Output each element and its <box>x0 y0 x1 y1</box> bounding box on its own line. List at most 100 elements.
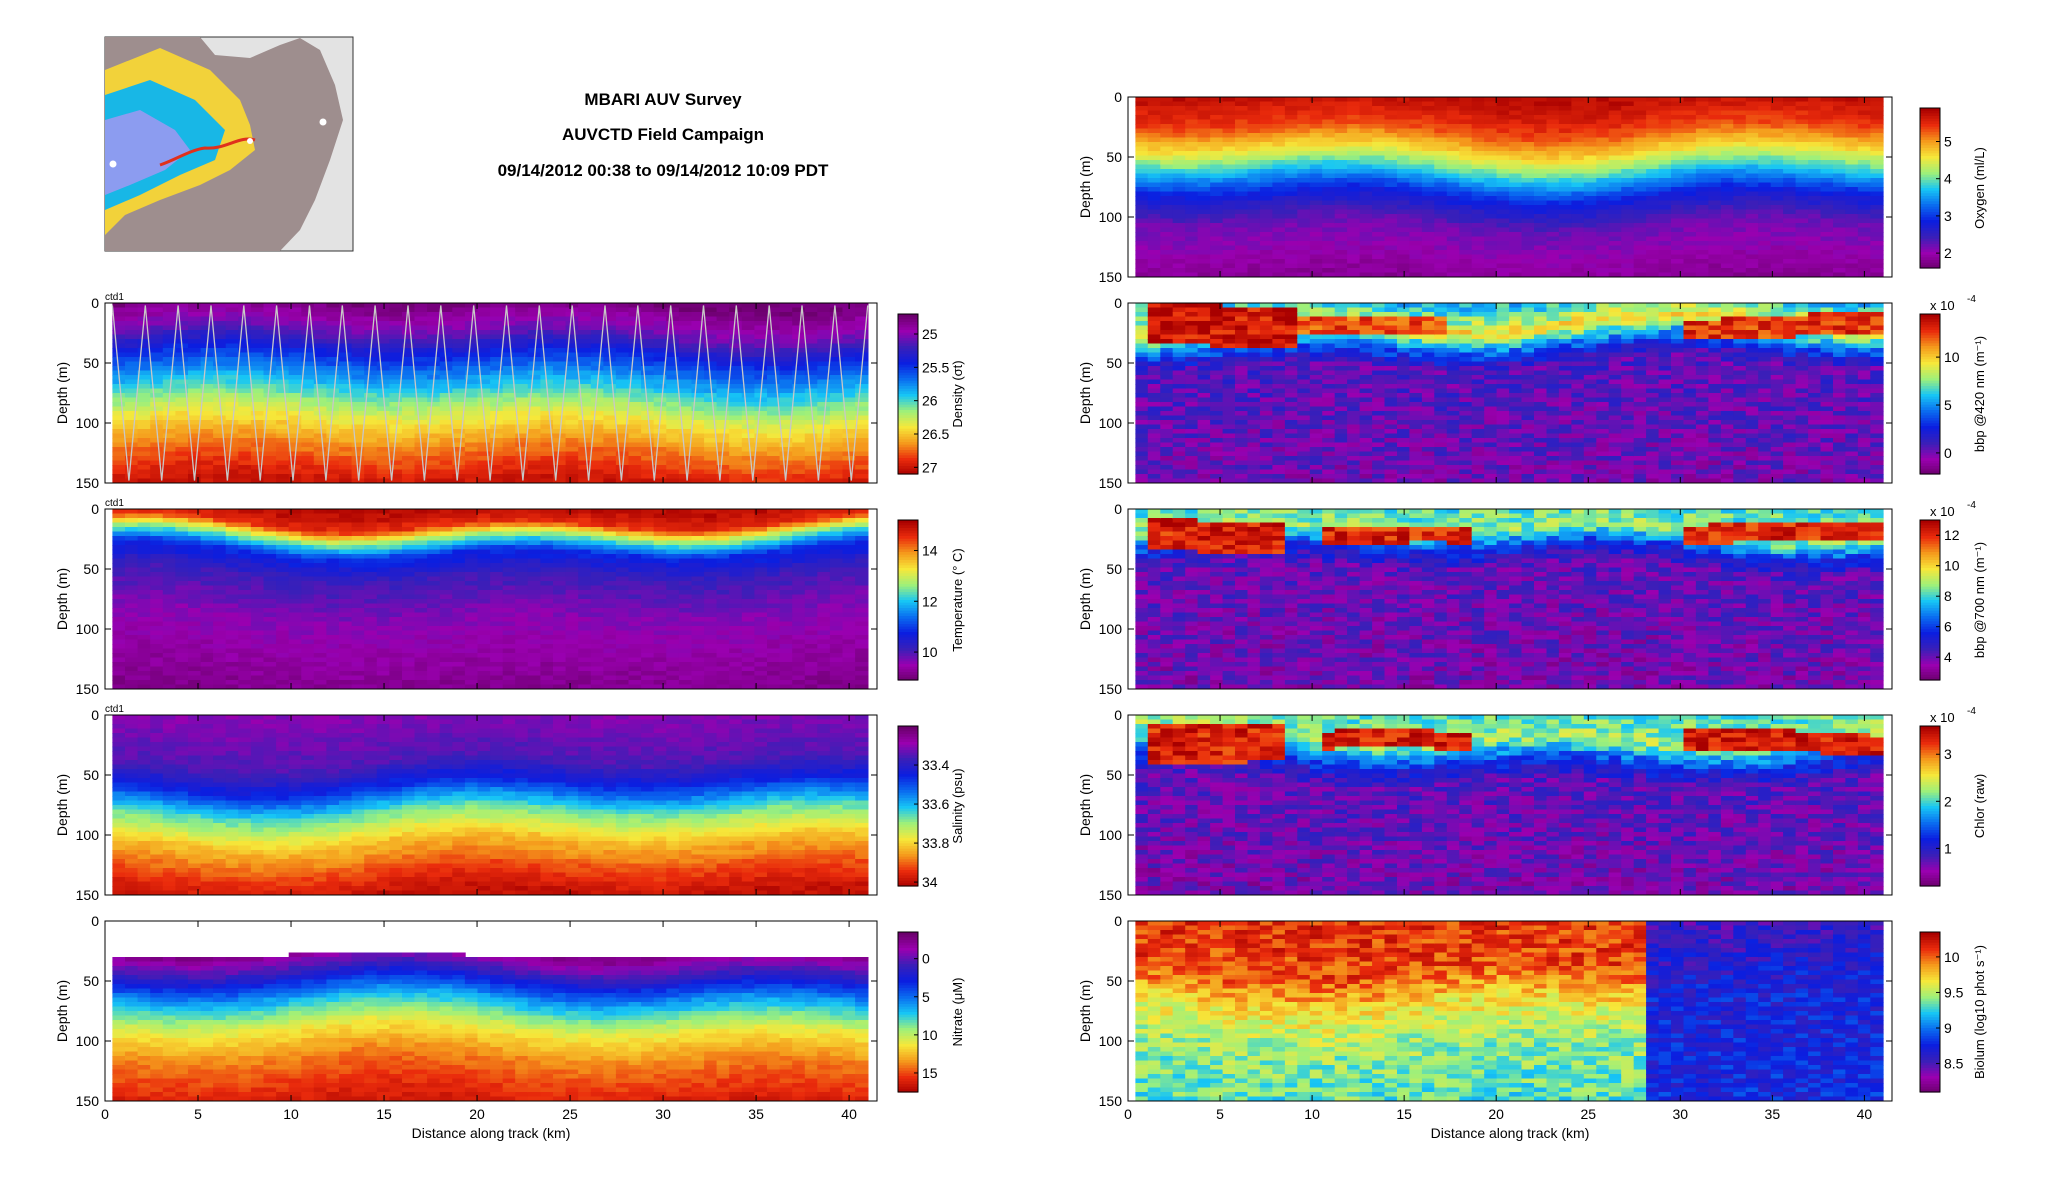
heatmap-cell <box>125 438 139 444</box>
heatmap-cell <box>402 540 416 546</box>
heatmap-cell <box>162 348 177 354</box>
heatmap-cell <box>402 513 416 519</box>
heatmap-cell <box>666 590 680 596</box>
heatmap-cell <box>376 554 391 560</box>
heatmap-cell <box>439 388 454 394</box>
heatmap-cell <box>729 630 743 636</box>
heatmap-cell <box>855 662 869 668</box>
heatmap-cell <box>578 612 592 618</box>
heatmap-cell <box>200 406 214 412</box>
heatmap-cell <box>326 671 340 677</box>
heatmap-cell <box>678 366 693 372</box>
heatmap-cell <box>855 388 869 394</box>
heatmap-cell <box>313 644 328 650</box>
heatmap-cell <box>590 424 605 430</box>
heatmap-cell <box>376 478 391 483</box>
heatmap-cell <box>628 536 642 542</box>
heatmap-cell <box>414 474 428 480</box>
heatmap-cell <box>288 657 303 663</box>
heatmap-cell <box>653 518 668 524</box>
colorbar-segment <box>898 520 918 524</box>
heatmap-cell <box>175 388 189 394</box>
heatmap-cell <box>364 303 378 309</box>
heatmap-cell <box>741 666 756 672</box>
heatmap-cell <box>276 339 290 345</box>
heatmap-cell <box>792 662 806 668</box>
heatmap-cell <box>225 666 240 672</box>
heatmap-cell <box>817 334 831 340</box>
heatmap-cell <box>464 630 479 636</box>
heatmap-cell <box>855 406 869 412</box>
heatmap-cell <box>565 612 579 618</box>
heatmap-cell <box>804 531 819 537</box>
heatmap-cell <box>200 393 214 399</box>
heatmap-cell <box>754 513 768 519</box>
heatmap-cell <box>767 608 781 614</box>
heatmap-cell <box>188 680 202 686</box>
heatmap-cell <box>666 558 680 564</box>
heatmap-cell <box>364 424 378 430</box>
heatmap-cell <box>288 343 303 349</box>
heatmap-cell <box>767 393 781 399</box>
heatmap-cell <box>276 513 290 519</box>
heatmap-cell <box>200 675 214 681</box>
heatmap-cell <box>716 469 730 475</box>
heatmap-cell <box>603 393 617 399</box>
heatmap-cell <box>691 684 705 689</box>
heatmap-cell <box>162 438 177 444</box>
heatmap-cell <box>716 626 730 632</box>
heatmap-cell <box>288 684 303 689</box>
heatmap-cell <box>326 527 340 533</box>
heatmap-cell <box>741 554 756 560</box>
heatmap-cell <box>678 478 693 483</box>
heatmap-cell <box>452 594 466 600</box>
heatmap-cell <box>313 402 328 408</box>
heatmap-cell <box>452 540 466 546</box>
heatmap-cell <box>112 639 126 645</box>
heatmap-cell <box>729 612 743 618</box>
heatmap-cell <box>188 411 202 417</box>
heatmap-cell <box>490 303 504 309</box>
heatmap-cell <box>502 657 517 663</box>
heatmap-cell <box>490 608 504 614</box>
heatmap-cell <box>641 375 655 381</box>
heatmap-cell <box>641 321 655 327</box>
heatmap-cell <box>162 666 177 672</box>
heatmap-cell <box>741 397 756 403</box>
heatmap-cell <box>678 469 693 475</box>
heatmap-cell <box>351 653 365 659</box>
heatmap-cell <box>829 357 844 363</box>
heatmap-cell <box>716 384 730 390</box>
panel-tag: ctd1 <box>105 292 124 303</box>
heatmap-cell <box>452 635 466 641</box>
heatmap-cell <box>389 599 403 605</box>
heatmap-cell <box>704 671 718 677</box>
heatmap-cell <box>729 334 743 340</box>
heatmap-cell <box>439 406 454 412</box>
heatmap-cell <box>653 527 668 533</box>
heatmap-cell <box>162 424 177 430</box>
heatmap-cell <box>112 397 126 403</box>
heatmap-cell <box>792 411 806 417</box>
heatmap-cell <box>364 527 378 533</box>
heatmap-cell <box>641 675 655 681</box>
heatmap-cell <box>666 527 680 533</box>
heatmap-cell <box>767 456 781 462</box>
heatmap-cell <box>213 639 227 645</box>
colorbar-segment <box>898 340 918 344</box>
heatmap-cell <box>200 558 214 564</box>
heatmap-cell <box>439 684 454 689</box>
heatmap-cell <box>855 563 869 569</box>
heatmap-cell <box>817 522 831 528</box>
heatmap-cell <box>213 545 227 551</box>
heatmap-cell <box>427 581 441 587</box>
heatmap-cell <box>578 608 592 614</box>
heatmap-cell <box>490 518 504 524</box>
heatmap-cell <box>754 433 768 439</box>
heatmap-cell <box>842 576 856 582</box>
heatmap-cell <box>678 675 693 681</box>
colorbar-segment <box>898 544 918 548</box>
heatmap-cell <box>792 558 806 564</box>
heatmap-cell <box>326 433 340 439</box>
